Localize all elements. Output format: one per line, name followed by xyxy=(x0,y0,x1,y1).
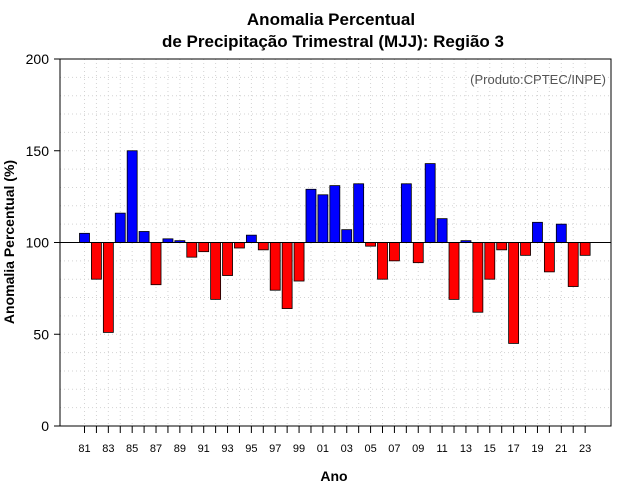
y-tick-label: 200 xyxy=(26,51,50,67)
bar-12 xyxy=(448,242,460,300)
bar-20 xyxy=(543,242,555,273)
bar-00 xyxy=(305,188,317,243)
bar-08 xyxy=(400,183,412,243)
y-tick-label: 50 xyxy=(33,326,49,342)
bar-81 xyxy=(79,232,90,243)
bar-96 xyxy=(257,242,269,251)
chart-title-line2: de Precipitação Trimestral (MJJ): Região… xyxy=(162,32,504,51)
bar-23 xyxy=(579,242,591,256)
y-tick-label: 100 xyxy=(26,235,50,251)
credit-label: (Produto:CPTEC/INPE) xyxy=(470,72,606,87)
x-tick-label: 97 xyxy=(269,443,281,455)
bar-90 xyxy=(186,242,198,258)
bar-94 xyxy=(234,242,245,249)
x-tick-label: 17 xyxy=(507,443,519,455)
x-tick-label: 11 xyxy=(436,443,447,455)
bar-85 xyxy=(126,150,138,243)
x-tick-label: 13 xyxy=(460,443,472,455)
x-tick-label: 19 xyxy=(531,443,543,455)
x-tick-label: 91 xyxy=(198,443,210,455)
bar-19 xyxy=(532,221,543,243)
x-tick-label: 21 xyxy=(555,443,567,455)
bar-82 xyxy=(91,242,102,280)
bar-84 xyxy=(114,212,126,243)
x-tick-label: 81 xyxy=(78,443,90,455)
bar-83 xyxy=(102,242,114,333)
bar-05 xyxy=(365,242,376,247)
x-tick-label: 07 xyxy=(388,443,400,455)
bar-92 xyxy=(210,242,222,300)
y-axis: 0 50 100 150 200 xyxy=(26,51,60,434)
bar-97 xyxy=(269,242,281,291)
bar-95 xyxy=(245,234,257,243)
x-tick-label: 85 xyxy=(126,443,138,455)
x-tick-label: 05 xyxy=(364,443,376,455)
bar-98 xyxy=(281,242,293,309)
bar-18 xyxy=(520,242,531,256)
x-tick-label: 93 xyxy=(221,443,233,455)
x-tick-label: 15 xyxy=(484,443,496,455)
bar-10 xyxy=(424,163,436,243)
bar-09 xyxy=(412,242,424,264)
bar-11 xyxy=(436,218,448,243)
bar-06 xyxy=(377,242,388,280)
bar-22 xyxy=(567,242,579,287)
chart-title-line1: Anomalia Percentual xyxy=(247,10,415,29)
bar-86 xyxy=(138,231,150,243)
bar-93 xyxy=(222,242,233,276)
y-tick-label: 0 xyxy=(41,418,49,434)
x-tick-label: 03 xyxy=(341,443,353,455)
x-tick-label: 87 xyxy=(150,443,162,455)
bar-87 xyxy=(150,242,162,286)
x-tick-label: 95 xyxy=(245,443,257,455)
bar-91 xyxy=(198,242,210,253)
bar-14 xyxy=(472,242,484,313)
x-tick-label: 83 xyxy=(102,443,114,455)
bars xyxy=(79,150,591,344)
x-tick-label: 01 xyxy=(317,443,329,455)
bar-88 xyxy=(162,238,174,243)
y-axis-title: Anomalia Percentual (%) xyxy=(1,160,17,324)
x-tick-label: 99 xyxy=(293,443,305,455)
x-axis-title: Ano xyxy=(320,468,347,484)
bar-21 xyxy=(555,223,567,243)
bar-17 xyxy=(508,242,520,344)
bar-04 xyxy=(353,183,365,243)
bar-16 xyxy=(496,242,508,251)
x-tick-label: 23 xyxy=(579,443,591,455)
x-tick-label: 09 xyxy=(412,443,424,455)
bar-99 xyxy=(293,242,305,282)
bar-01 xyxy=(317,194,329,243)
bar-07 xyxy=(389,242,400,262)
bar-03 xyxy=(341,229,353,243)
bar-15 xyxy=(484,242,496,280)
bar-02 xyxy=(329,185,341,243)
y-tick-label: 150 xyxy=(26,143,50,159)
x-axis: 81 83 85 87 89 91 93 95 97 99 01 03 05 07 09 11 13 15 17 19… xyxy=(78,426,591,455)
x-tick-label: 89 xyxy=(174,443,186,455)
